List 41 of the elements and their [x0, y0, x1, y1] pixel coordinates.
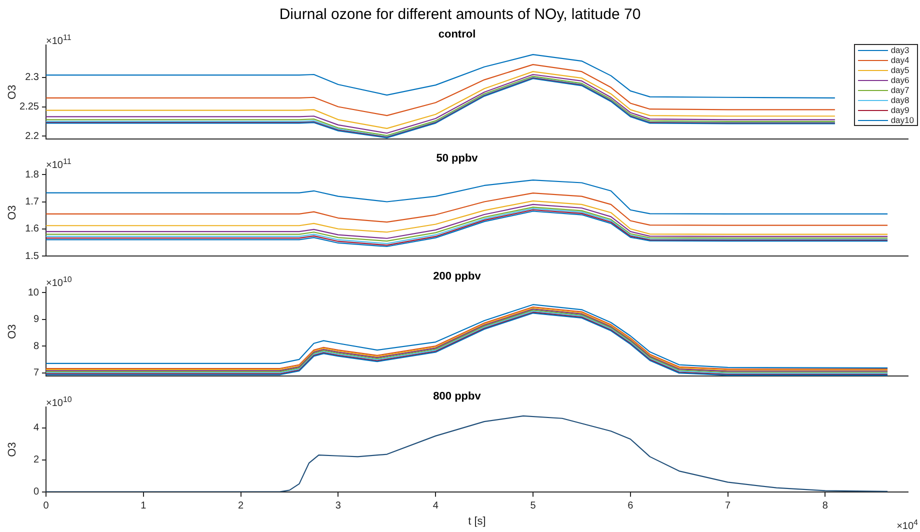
y-axis-title: O3: [6, 324, 19, 339]
legend-label: day7: [890, 85, 910, 95]
y-tick-label: 9: [33, 314, 40, 326]
x-tick-label: 2: [238, 500, 244, 512]
legend-label: day9: [890, 105, 910, 115]
legend-label: day6: [890, 75, 910, 85]
y-tick-label: 1.7: [25, 196, 40, 208]
y-tick-label: 0: [33, 486, 40, 498]
y-tick-label: 1.5: [25, 250, 40, 262]
chart-title: 800 ppbv: [433, 390, 482, 403]
y-tick-label: 2.25: [20, 102, 40, 113]
chart-title: 50 ppbv: [436, 152, 479, 165]
y-tick-label: 7: [33, 368, 40, 379]
legend-label: day3: [890, 45, 910, 55]
y-axis-title: O3: [6, 442, 19, 457]
chart-title: 200 ppbv: [433, 270, 482, 283]
x-tick-label: 7: [725, 500, 732, 512]
y-tick-label: 2: [33, 454, 40, 466]
x-tick-label: 6: [628, 500, 634, 512]
y-axis-title: O3: [6, 205, 19, 220]
y-tick-label: 8: [33, 340, 40, 352]
legend-label: day10: [890, 115, 914, 125]
x-tick-label: 4: [432, 500, 439, 512]
x-tick-label: 0: [43, 500, 50, 512]
chart-title: Diurnal ozone for different amounts of NOy, latitude 70: [278, 6, 642, 23]
legend-label: day5: [890, 65, 910, 75]
x-tick-label: 1: [140, 500, 147, 512]
y-tick-label: 4: [33, 422, 40, 434]
y-axis-title: O3: [6, 84, 19, 100]
y-tick-label: 2.3: [25, 72, 40, 84]
x-tick-label: 3: [335, 500, 342, 512]
y-tick-label: 1.6: [25, 224, 40, 235]
legend-label: day4: [890, 55, 910, 65]
x-axis-title: t [s]: [468, 515, 486, 528]
x-tick-label: 5: [530, 500, 536, 512]
chart-subtitle: control: [438, 28, 476, 41]
y-tick-label: 2.2: [25, 130, 40, 142]
y-tick-label: 1.8: [25, 169, 40, 180]
legend-label: day8: [890, 95, 910, 105]
x-tick-label: 8: [822, 500, 828, 512]
y-tick-label: 10: [28, 287, 40, 298]
